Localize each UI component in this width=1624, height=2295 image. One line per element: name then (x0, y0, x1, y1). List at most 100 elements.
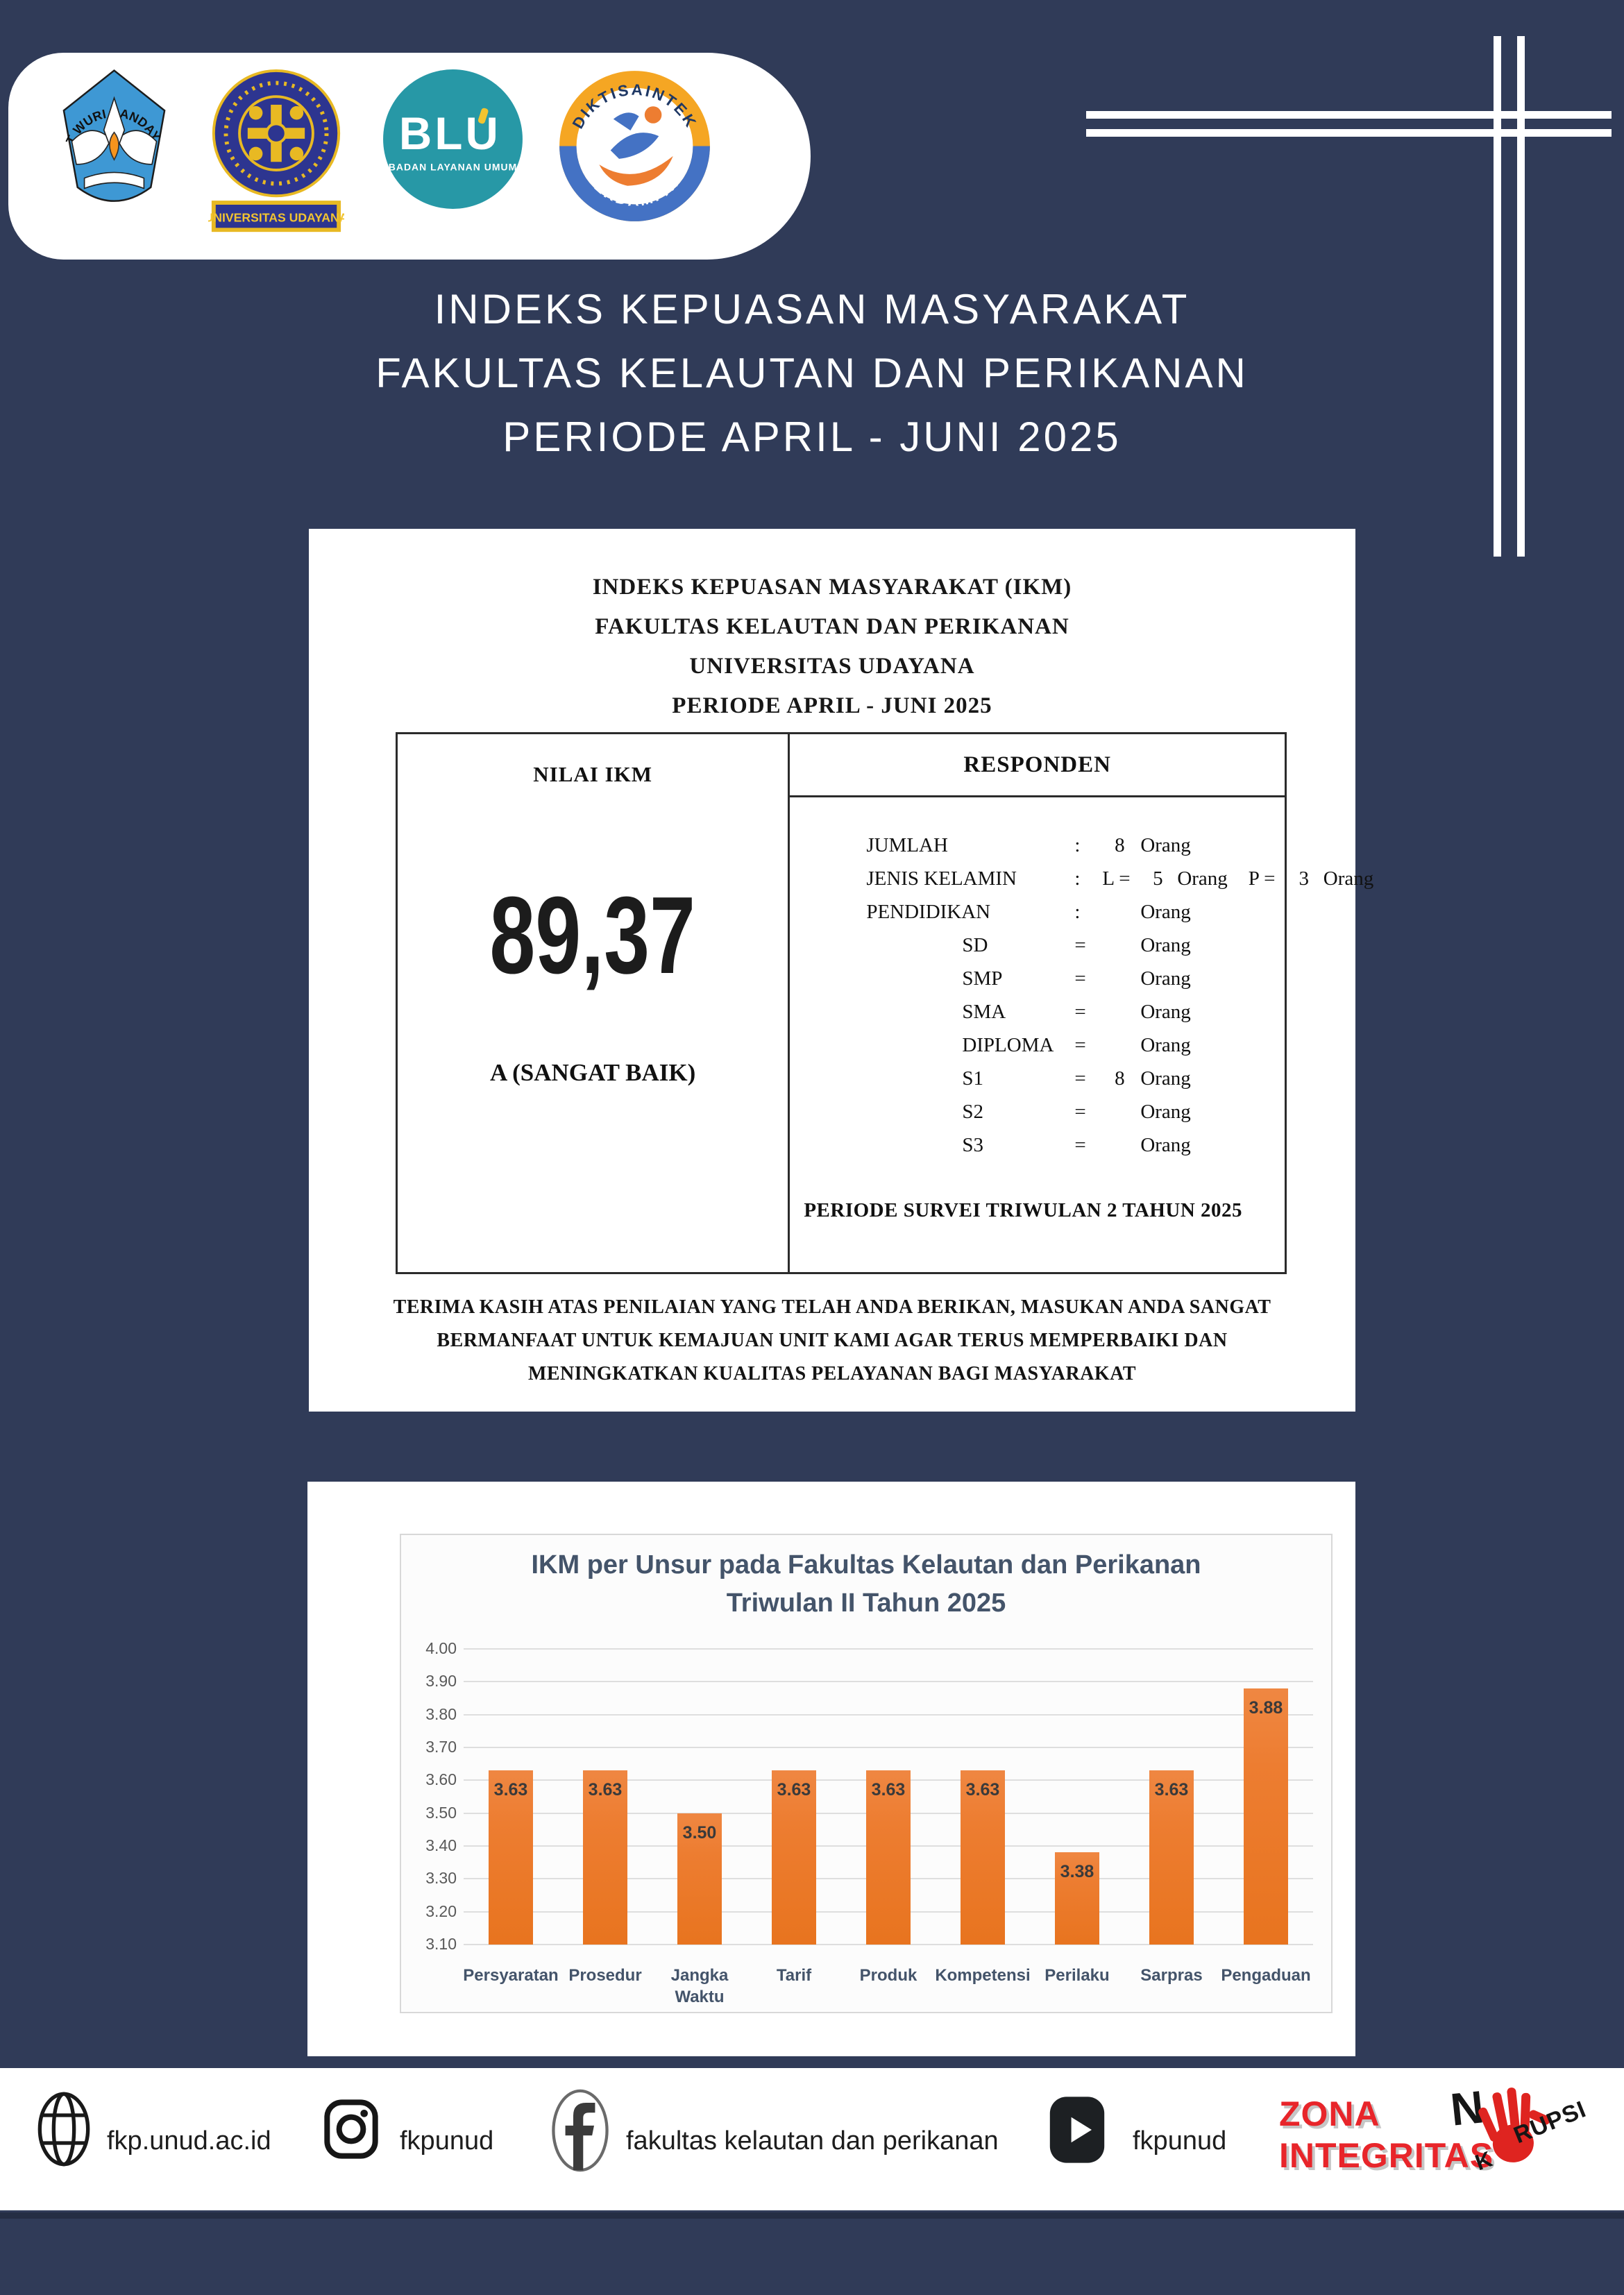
decor-vertical-line-2 (1517, 36, 1525, 557)
bar-value-label: 3.63 (493, 1780, 528, 1800)
y-tick-label: 3.40 (425, 1836, 457, 1854)
bar-jangka-waktu: 3.50 (677, 1813, 722, 1945)
responden-row: SMA = Orang (962, 1000, 1191, 1023)
nilai-ikm-cell: NILAI IKM 89,37 A (SANGAT BAIK) (398, 734, 790, 1272)
chart-title-line: IKM per Unsur pada Fakultas Kelautan dan… (531, 1550, 1201, 1580)
bar-prosedur: 3.63 (583, 1770, 627, 1945)
bar-value-label: 3.63 (871, 1780, 906, 1800)
y-tick-label: 3.60 (425, 1770, 457, 1789)
x-category-label: Tarif (776, 1966, 812, 1985)
responden-row: JENIS KELAMIN: L = 5 Orang P = 3 Orang (866, 867, 1374, 890)
gridline (464, 1648, 1313, 1650)
bar-value-label: 3.88 (1249, 1697, 1283, 1718)
report-heading: INDEKS KEPUASAN MASYARAKAT (IKM) FAKULTA… (309, 529, 1355, 726)
bar-tarif: 3.63 (772, 1770, 816, 1945)
bar-value-label: 3.63 (1154, 1780, 1189, 1800)
page-title-line: PERIODE APRIL - JUNI 2025 (502, 414, 1122, 460)
report-heading-line: UNIVERSITAS UDAYANA (689, 654, 975, 679)
bar-kompetensi: 3.63 (961, 1770, 1005, 1945)
globe-icon (36, 2090, 92, 2171)
y-tick-label: 3.70 (425, 1738, 457, 1756)
x-category-label: Kompetensi (935, 1966, 1031, 1985)
gridline (464, 1944, 1313, 1945)
chart-title: IKM per Unsur pada Fakultas Kelautan dan… (401, 1546, 1331, 1623)
responden-rows: JUMLAH:8 Orang JENIS KELAMIN: L = 5 Orang P = 3… (790, 829, 1374, 1162)
universitas-udayana-logo: UNIVERSITAS UDAYANA (208, 68, 344, 238)
bar-value-label: 3.63 (965, 1780, 1000, 1800)
x-category-label: Perilaku (1044, 1966, 1110, 1985)
responden-row: SMP = Orang (962, 967, 1191, 990)
periode-survei-label: PERIODE SURVEI TRIWULAN 2 TAHUN 2025 (804, 1199, 1243, 1221)
y-tick-label: 3.10 (425, 1935, 457, 1953)
bar-value-label: 3.63 (777, 1780, 811, 1800)
y-tick-label: 3.50 (425, 1803, 457, 1822)
bar-pengaduan: 3.88 (1244, 1688, 1288, 1945)
report-heading-line: FAKULTAS KELAUTAN DAN PERIKANAN (595, 614, 1069, 639)
ikm-table: NILAI IKM 89,37 A (SANGAT BAIK) RESPONDE… (396, 732, 1374, 1274)
chart-card: IKM per Unsur pada Fakultas Kelautan dan… (307, 1482, 1355, 2056)
y-tick-label: 3.80 (425, 1704, 457, 1723)
report-heading-line: INDEKS KEPUASAN MASYARAKAT (IKM) (592, 575, 1072, 600)
y-tick-label: 4.00 (425, 1639, 457, 1657)
decor-vertical-line-1 (1494, 36, 1501, 557)
bar-value-label: 3.63 (588, 1780, 623, 1800)
page-title: INDEKS KEPUASAN MASYARAKAT FAKULTAS KELA… (0, 278, 1624, 469)
bottom-divider (0, 2212, 1624, 2219)
page-title-line: FAKULTAS KELAUTAN DAN PERIKANAN (375, 350, 1249, 396)
thank-you-line: TERIMA KASIH ATAS PENILAIAN YANG TELAH A… (393, 1296, 1271, 1318)
x-category-label: Jangka Waktu (670, 1966, 729, 2006)
nilai-ikm-header: NILAI IKM (533, 762, 653, 786)
chart-plot-area: 4.00 3.90 3.80 3.70 3.60 3.50 3.40 3.30 3.20 3.10… (425, 1639, 1313, 2006)
responden-row: PENDIDIKAN: Orang (866, 900, 1191, 923)
nilai-ikm-value: 89,37 (489, 874, 696, 997)
blu-logo: BLU BADAN LAYANAN UMUM (382, 68, 524, 210)
report-heading-line: PERIODE APRIL - JUNI 2025 (672, 693, 992, 718)
gridline (464, 1747, 1313, 1748)
responden-row: JUMLAH:8 Orang (866, 833, 1191, 856)
decor-horizontal-line-1 (1086, 111, 1612, 119)
bar-produk: 3.63 (866, 1770, 911, 1945)
x-category-label: Prosedur (568, 1966, 642, 1985)
zona-integritas-label: ZONA INTEGRITAS (1279, 2094, 1494, 2175)
svg-text:BADAN LAYANAN UMUM: BADAN LAYANAN UMUM (389, 162, 517, 173)
thank-you-line: BERMANFAAT UNTUK KEMAJUAN UNIT KAMI AGAR… (437, 1330, 1228, 1351)
responden-row: S2 = Orang (962, 1100, 1191, 1123)
bar-value-label: 3.38 (1060, 1862, 1094, 1882)
responden-cell: RESPONDEN JUMLAH:8 Orang JENIS KELAMIN: L =… (790, 734, 1374, 1272)
website-link[interactable]: fkp.unud.ac.id (107, 2126, 271, 2156)
bar-sarpras: 3.63 (1149, 1770, 1194, 1945)
thank-you-line: MENINGKATKAN KUALITAS PELAYANAN BAGI MAS… (527, 1363, 1137, 1384)
responden-header: RESPONDEN (790, 734, 1285, 797)
responden-row: S3 = Orang (962, 1133, 1191, 1156)
chart-title-line: Triwulan II Tahun 2025 (726, 1589, 1006, 1618)
facebook-page-name[interactable]: fakultas kelautan dan perikanan (626, 2126, 999, 2156)
svg-text:UNIVERSITAS UDAYANA: UNIVERSITAS UDAYANA (208, 210, 344, 224)
diktisaintek-berdampak-logo: DIKTISAINTEK BERDAMPAK (557, 68, 713, 224)
ikm-bar-chart: IKM per Unsur pada Fakultas Kelautan dan… (400, 1534, 1333, 2013)
page-title-line: INDEKS KEPUASAN MASYARAKAT (434, 286, 1190, 332)
responden-row: DIPLOMA = Orang (962, 1033, 1191, 1056)
instagram-handle[interactable]: fkpunud (400, 2126, 494, 2156)
youtube-handle[interactable]: fkpunud (1133, 2126, 1227, 2156)
instagram-icon (323, 2096, 379, 2166)
x-category-label: Produk (859, 1966, 917, 1985)
bar-persyaratan: 3.63 (489, 1770, 533, 1945)
no-korupsi-logo: N K RUPSI (1444, 2068, 1593, 2193)
x-category-label: Persyaratan (463, 1966, 559, 1985)
footer: fkp.unud.ac.id fkpunud fakultas kelautan… (0, 2068, 1624, 2210)
bar-value-label: 3.50 (682, 1822, 717, 1843)
y-tick-label: 3.90 (425, 1672, 457, 1691)
gridline (464, 1713, 1313, 1716)
responden-row: S1 = 8 Orang (962, 1067, 1191, 1090)
gridline (464, 1681, 1313, 1683)
thank-you-note: TERIMA KASIH ATAS PENILAIAN YANG TELAH A… (309, 1291, 1355, 1391)
ikm-report-card: INDEKS KEPUASAN MASYARAKAT (IKM) FAKULTA… (309, 529, 1374, 1412)
tut-wuri-handayani-logo: TUT WURI HANDAYANI (57, 68, 171, 217)
x-category-label: Sarpras (1140, 1966, 1203, 1985)
decor-horizontal-line-2 (1086, 129, 1612, 137)
y-tick-label: 3.20 (425, 1902, 457, 1920)
youtube-icon (1048, 2092, 1106, 2171)
facebook-icon (550, 2089, 611, 2176)
y-tick-label: 3.30 (425, 1869, 457, 1888)
